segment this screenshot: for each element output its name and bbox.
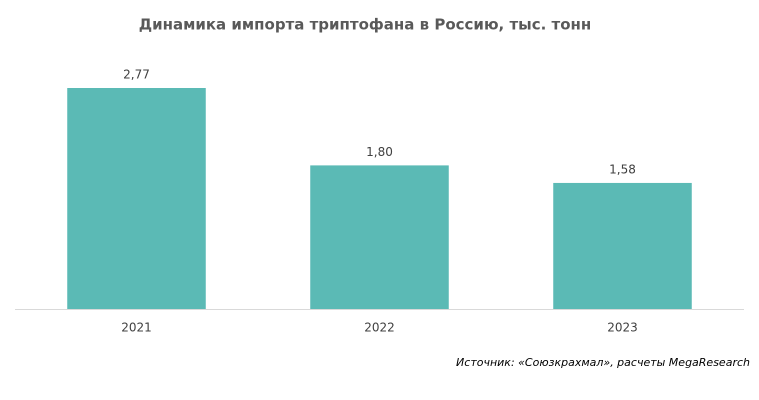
value-label: 2,77 bbox=[123, 68, 150, 82]
bar bbox=[67, 88, 206, 309]
x-tick-label: 2021 bbox=[121, 321, 152, 335]
bar bbox=[310, 165, 449, 309]
bar bbox=[553, 182, 692, 309]
source-note: Источник: «Союзкрахмал», расчеты MegaRes… bbox=[456, 356, 750, 369]
x-tick-label: 2023 bbox=[607, 321, 638, 335]
chart-title: Динамика импорта триптофана в Россию, ты… bbox=[139, 16, 592, 34]
value-label: 1,80 bbox=[366, 145, 393, 159]
x-tick-label: 2022 bbox=[364, 321, 395, 335]
value-label: 1,58 bbox=[609, 162, 636, 176]
